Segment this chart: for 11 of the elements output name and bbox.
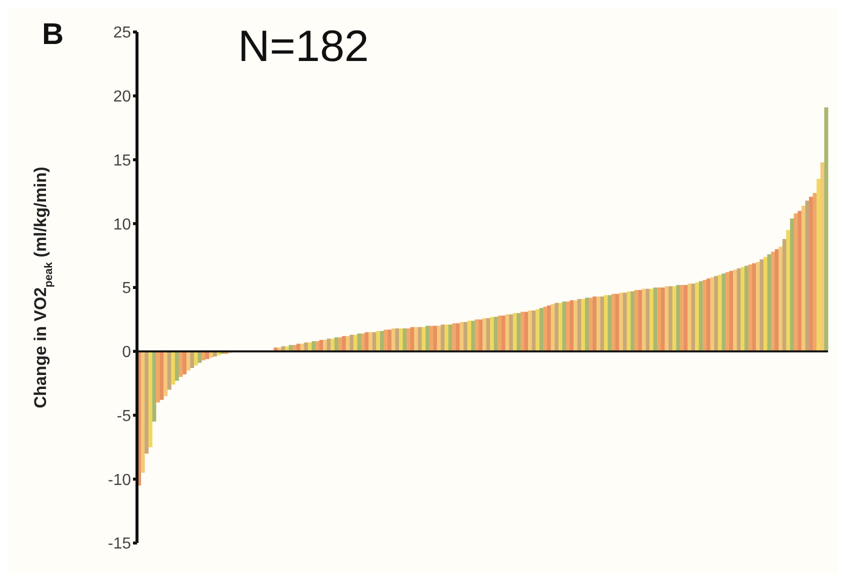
- y-tick-label: -10: [108, 472, 132, 489]
- text: B: [42, 18, 64, 52]
- chart-title: N=182: [238, 22, 369, 72]
- y-tick-label: 15: [113, 152, 132, 170]
- y-tick-label: 20: [113, 88, 132, 106]
- y-tick-label: -15: [108, 536, 132, 553]
- y-tick-label: 25: [113, 24, 132, 42]
- y-tick-label: -5: [116, 408, 132, 425]
- y-tick-label: 10: [113, 216, 132, 234]
- y-tick-label: 5: [122, 280, 132, 298]
- y-tick-label: 0: [122, 344, 132, 362]
